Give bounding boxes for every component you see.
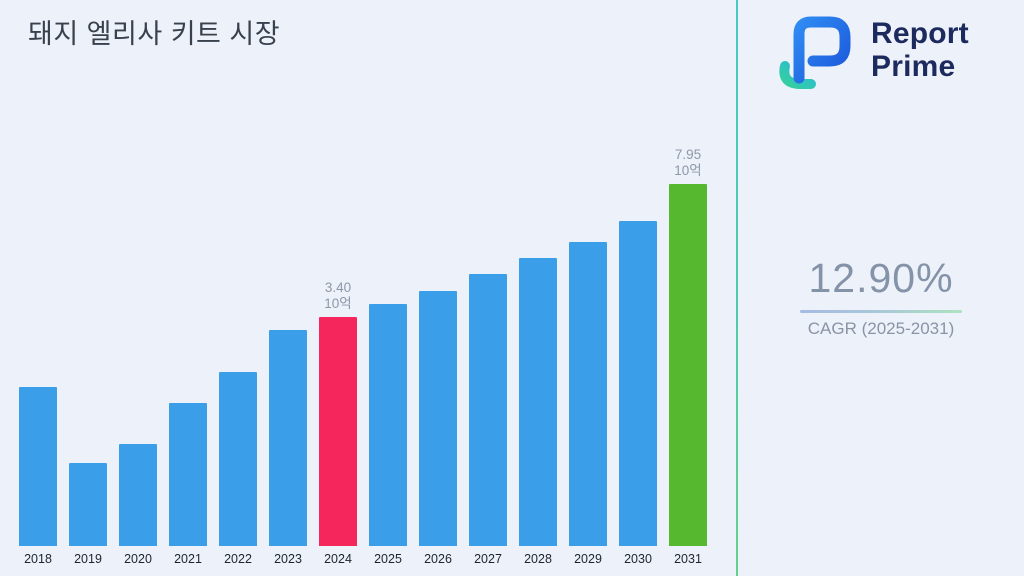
- logo-text-line1: Report: [871, 17, 969, 50]
- bar-group-2023: 2023: [269, 330, 307, 566]
- report-prime-logo-icon: [775, 8, 863, 92]
- bar-group-2019: 2019: [69, 463, 107, 566]
- year-label-2023: 2023: [274, 552, 302, 566]
- bar-2020: [119, 444, 157, 546]
- cagr-value: 12.90%: [808, 255, 954, 301]
- bar-group-2030: 2030: [619, 221, 657, 566]
- bar-2027: [469, 274, 507, 546]
- bar-2025: [369, 304, 407, 546]
- bar-2026: [419, 291, 457, 546]
- cagr-panel: 12.90% CAGR (2025-2031): [745, 255, 1017, 339]
- year-label-2018: 2018: [24, 552, 52, 566]
- page-title: 돼지 엘리사 키트 시장: [28, 19, 281, 49]
- year-label-2028: 2028: [524, 552, 552, 566]
- year-label-2024: 2024: [324, 552, 352, 566]
- year-label-2029: 2029: [574, 552, 602, 566]
- bar-group-2021: 2021: [169, 403, 207, 566]
- year-label-2030: 2030: [624, 552, 652, 566]
- bar-2021: [169, 403, 207, 546]
- cagr-underline: [800, 310, 962, 313]
- bar-group-2018: 2018: [19, 387, 57, 566]
- bar-2022: [219, 372, 257, 546]
- bar-2018: [19, 387, 57, 546]
- bar-group-2028: 2028: [519, 258, 557, 566]
- bar-chart: 2018 2019 2020 2021 2022 2023 3.40 10억 2024 2025 2…: [19, 147, 707, 566]
- bar-group-2025: 2025: [369, 304, 407, 566]
- bar-2024: [319, 317, 357, 546]
- logo-text: Report Prime: [871, 17, 969, 83]
- bar-2029: [569, 242, 607, 546]
- bar-2023: [269, 330, 307, 546]
- cagr-label: CAGR (2025-2031): [807, 319, 955, 338]
- year-label-2026: 2026: [424, 552, 452, 566]
- year-label-2019: 2019: [74, 552, 102, 566]
- year-label-2025: 2025: [374, 552, 402, 566]
- bar-group-2029: 2029: [569, 242, 607, 566]
- year-label-2027: 2027: [474, 552, 502, 566]
- bar-group-2020: 2020: [119, 444, 157, 566]
- year-label-2021: 2021: [174, 552, 202, 566]
- year-label-2022: 2022: [224, 552, 252, 566]
- bar-group-2024: 3.40 10억 2024: [319, 280, 357, 566]
- year-label-2020: 2020: [124, 552, 152, 566]
- bar-group-2027: 2027: [469, 274, 507, 566]
- bar-group-2031: 7.95 10억 2031: [669, 147, 707, 566]
- year-label-2031: 2031: [674, 552, 702, 566]
- bar-value-label-2031: 7.95 10억: [674, 147, 702, 178]
- bar-2030: [619, 221, 657, 546]
- logo-text-line2: Prime: [871, 50, 956, 83]
- bar-2019: [69, 463, 107, 546]
- report-prime-logo: Report Prime: [775, 8, 969, 92]
- bar-group-2022: 2022: [219, 372, 257, 566]
- bar-2028: [519, 258, 557, 546]
- bar-value-label-2024: 3.40 10억: [324, 280, 352, 311]
- bar-2031: [669, 184, 707, 546]
- vertical-divider: [736, 0, 738, 576]
- bar-group-2026: 2026: [419, 291, 457, 566]
